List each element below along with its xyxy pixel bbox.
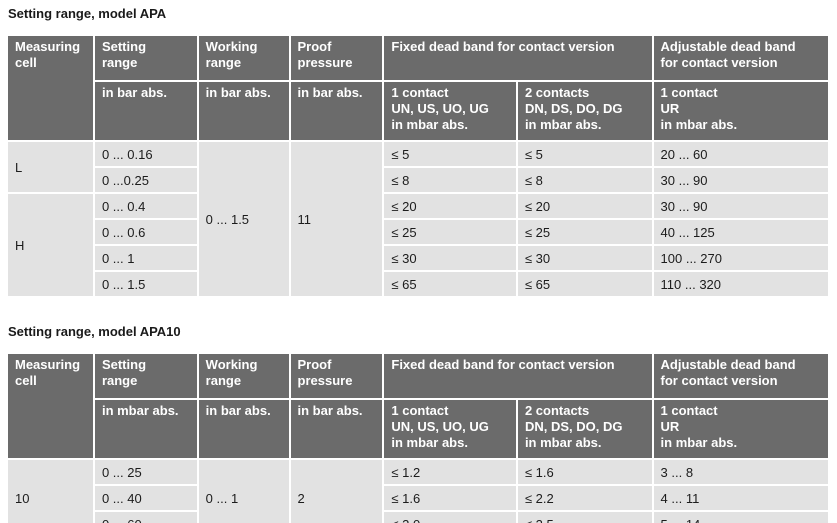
subheader-1-contact-ur: 1 contact UR in mbar abs. xyxy=(653,82,828,140)
col-header-setting-range: Setting range xyxy=(94,354,197,398)
setting-range-table-apa10: Measuring cell Setting range Working ran… xyxy=(6,352,830,523)
subheader-setting-unit: in bar abs. xyxy=(94,82,197,140)
subheader-setting-unit: in mbar abs. xyxy=(94,400,197,458)
table-header-row: Measuring cell Setting range Working ran… xyxy=(8,36,828,140)
cell-setting-range: 0 ... 1.5 xyxy=(94,272,197,296)
col-header-adjustable-dead-band: Adjustable dead band for contact version xyxy=(653,36,828,80)
cell-fixed-1-contact: ≤ 2.0 xyxy=(384,512,516,523)
subheader-1-contact-ur: 1 contact UR in mbar abs. xyxy=(653,400,828,458)
cell-fixed-1-contact: ≤ 1.2 xyxy=(384,460,516,484)
cell-fixed-1-contact: ≤ 1.6 xyxy=(384,486,516,510)
table-row: L 0 ... 0.16 0 ... 1.5 11 ≤ 5 ≤ 5 20 ...… xyxy=(8,142,828,296)
cell-setting-range: 0 ... 0.4 xyxy=(94,194,197,218)
table-title-apa10: Setting range, model APA10 xyxy=(8,324,181,339)
cell-fixed-1-contact: ≤ 65 xyxy=(384,272,516,296)
subheader-working-unit: in bar abs. xyxy=(198,400,289,458)
table-row: 0 ... 1.5 ≤ 65 ≤ 65 110 ... 320 xyxy=(8,272,828,296)
cell-fixed-2-contacts: ≤ 2.5 xyxy=(517,512,652,523)
col-header-fixed-dead-band: Fixed dead band for contact version xyxy=(384,354,652,398)
cell-setting-range: 0 ... 0.16 xyxy=(94,142,197,166)
table-subheader-row: in mbar abs. in bar abs. in bar abs. 1 c… xyxy=(8,400,828,458)
cell-fixed-2-contacts: ≤ 30 xyxy=(517,246,652,270)
cell-setting-range: 0 ... 25 xyxy=(94,460,197,484)
cell-adjustable-ur: 110 ... 320 xyxy=(653,272,828,296)
cell-measuring-cell: H xyxy=(8,194,93,296)
cell-working-range: 0 ... 1 xyxy=(198,460,289,523)
subheader-1-contact: 1 contact UN, US, UO, UG in mbar abs. xyxy=(384,400,516,458)
table-row: 10 0 ... 25 0 ... 1 2 ≤ 1.2 ≤ 1.6 3 ... … xyxy=(8,460,828,523)
cell-fixed-2-contacts: ≤ 5 xyxy=(517,142,652,166)
cell-adjustable-ur: 4 ... 11 xyxy=(653,486,828,510)
cell-setting-range: 0 ... 40 xyxy=(94,486,197,510)
subheader-working-unit: in bar abs. xyxy=(198,82,289,140)
table-row: 0 ... 1 ≤ 30 ≤ 30 100 ... 270 xyxy=(8,246,828,270)
col-header-fixed-dead-band: Fixed dead band for contact version xyxy=(384,36,652,80)
table-row: 0 ...0.25 ≤ 8 ≤ 8 30 ... 90 xyxy=(8,168,828,192)
cell-adjustable-ur: 5 ... 14 xyxy=(653,512,828,523)
cell-fixed-2-contacts: ≤ 1.6 xyxy=(517,460,652,484)
cell-adjustable-ur: 100 ... 270 xyxy=(653,246,828,270)
cell-fixed-1-contact: ≤ 5 xyxy=(384,142,516,166)
cell-adjustable-ur: 40 ... 125 xyxy=(653,220,828,244)
subheader-2-contacts: 2 contacts DN, DS, DO, DG in mbar abs. xyxy=(517,400,652,458)
subheader-2-contacts: 2 contacts DN, DS, DO, DG in mbar abs. xyxy=(517,82,652,140)
table-subheader-row: in bar abs. in bar abs. in bar abs. 1 co… xyxy=(8,82,828,140)
cell-fixed-2-contacts: ≤ 2.2 xyxy=(517,486,652,510)
cell-measuring-cell: L xyxy=(8,142,93,192)
col-header-setting-range: Setting range xyxy=(94,36,197,80)
col-header-proof-pressure: Proof pressure xyxy=(290,354,383,398)
col-header-measuring-cell: Measuring cell xyxy=(8,36,93,140)
cell-fixed-1-contact: ≤ 30 xyxy=(384,246,516,270)
cell-fixed-2-contacts: ≤ 20 xyxy=(517,194,652,218)
cell-setting-range: 0 ... 0.6 xyxy=(94,220,197,244)
cell-setting-range: 0 ...0.25 xyxy=(94,168,197,192)
cell-adjustable-ur: 20 ... 60 xyxy=(653,142,828,166)
cell-setting-range: 0 ... 1 xyxy=(94,246,197,270)
col-header-working-range: Working range xyxy=(198,354,289,398)
cell-fixed-2-contacts: ≤ 8 xyxy=(517,168,652,192)
cell-fixed-1-contact: ≤ 20 xyxy=(384,194,516,218)
table-row: 0 ... 60 ≤ 2.0 ≤ 2.5 5 ... 14 xyxy=(8,512,828,523)
subheader-1-contact: 1 contact UN, US, UO, UG in mbar abs. xyxy=(384,82,516,140)
subheader-proof-unit: in bar abs. xyxy=(290,400,383,458)
table-row: H 0 ... 0.4 ≤ 20 ≤ 20 30 ... 90 xyxy=(8,194,828,296)
cell-fixed-1-contact: ≤ 8 xyxy=(384,168,516,192)
setting-range-table-apa: Measuring cell Setting range Working ran… xyxy=(6,34,830,298)
cell-adjustable-ur: 30 ... 90 xyxy=(653,168,828,192)
table-row: 0 ... 0.6 ≤ 25 ≤ 25 40 ... 125 xyxy=(8,220,828,244)
table-title-apa: Setting range, model APA xyxy=(8,6,167,21)
cell-measuring-cell: 10 xyxy=(8,460,93,523)
cell-adjustable-ur: 30 ... 90 xyxy=(653,194,828,218)
cell-fixed-2-contacts: ≤ 25 xyxy=(517,220,652,244)
table-row: 0 ... 40 ≤ 1.6 ≤ 2.2 4 ... 11 xyxy=(8,486,828,510)
cell-working-range: 0 ... 1.5 xyxy=(198,142,289,296)
col-header-adjustable-dead-band: Adjustable dead band for contact version xyxy=(653,354,828,398)
col-header-working-range: Working range xyxy=(198,36,289,80)
cell-fixed-2-contacts: ≤ 65 xyxy=(517,272,652,296)
cell-proof-pressure: 11 xyxy=(290,142,383,296)
cell-setting-range: 0 ... 60 xyxy=(94,512,197,523)
cell-adjustable-ur: 3 ... 8 xyxy=(653,460,828,484)
cell-proof-pressure: 2 xyxy=(290,460,383,523)
col-header-proof-pressure: Proof pressure xyxy=(290,36,383,80)
cell-fixed-1-contact: ≤ 25 xyxy=(384,220,516,244)
table-header-row: Measuring cell Setting range Working ran… xyxy=(8,354,828,458)
subheader-proof-unit: in bar abs. xyxy=(290,82,383,140)
col-header-measuring-cell: Measuring cell xyxy=(8,354,93,458)
